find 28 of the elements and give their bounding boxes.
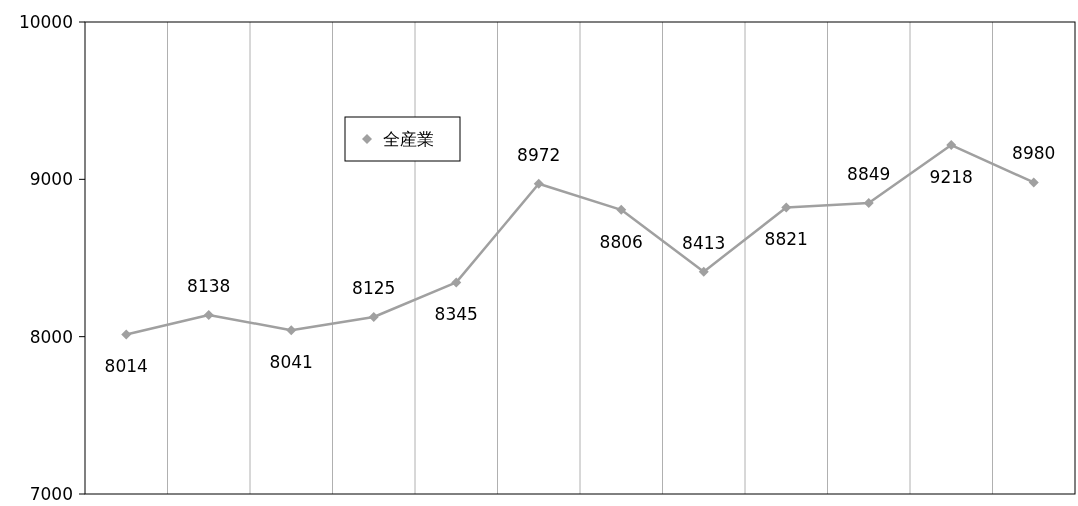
data-label: 8980 (1012, 143, 1056, 164)
legend-label: 全産業 (383, 129, 434, 149)
y-tick-label: 9000 (29, 169, 73, 190)
point (616, 204, 627, 215)
data-label: 8413 (682, 232, 726, 253)
y-tick-label: 8000 (29, 326, 73, 347)
y-tick-label: 10000 (18, 12, 73, 32)
point (203, 309, 214, 320)
data-label: 8821 (764, 229, 808, 250)
data-label: 9218 (929, 167, 973, 188)
point (946, 140, 957, 151)
point (781, 202, 792, 213)
data-label: 8125 (352, 278, 396, 298)
data-label: 8345 (434, 304, 478, 325)
point (1028, 177, 1039, 188)
data-label: 8041 (269, 352, 313, 373)
data-label: 8138 (187, 275, 231, 296)
point (286, 325, 297, 336)
data-label: 8806 (599, 231, 643, 252)
point (368, 312, 379, 322)
data-label: 8972 (517, 144, 561, 165)
data-label: 8014 (104, 356, 148, 377)
point (451, 277, 462, 288)
y-tick-label: 7000 (29, 484, 73, 504)
point (533, 178, 544, 189)
point (698, 266, 709, 277)
point (121, 329, 132, 340)
data-label: 8849 (847, 164, 891, 185)
